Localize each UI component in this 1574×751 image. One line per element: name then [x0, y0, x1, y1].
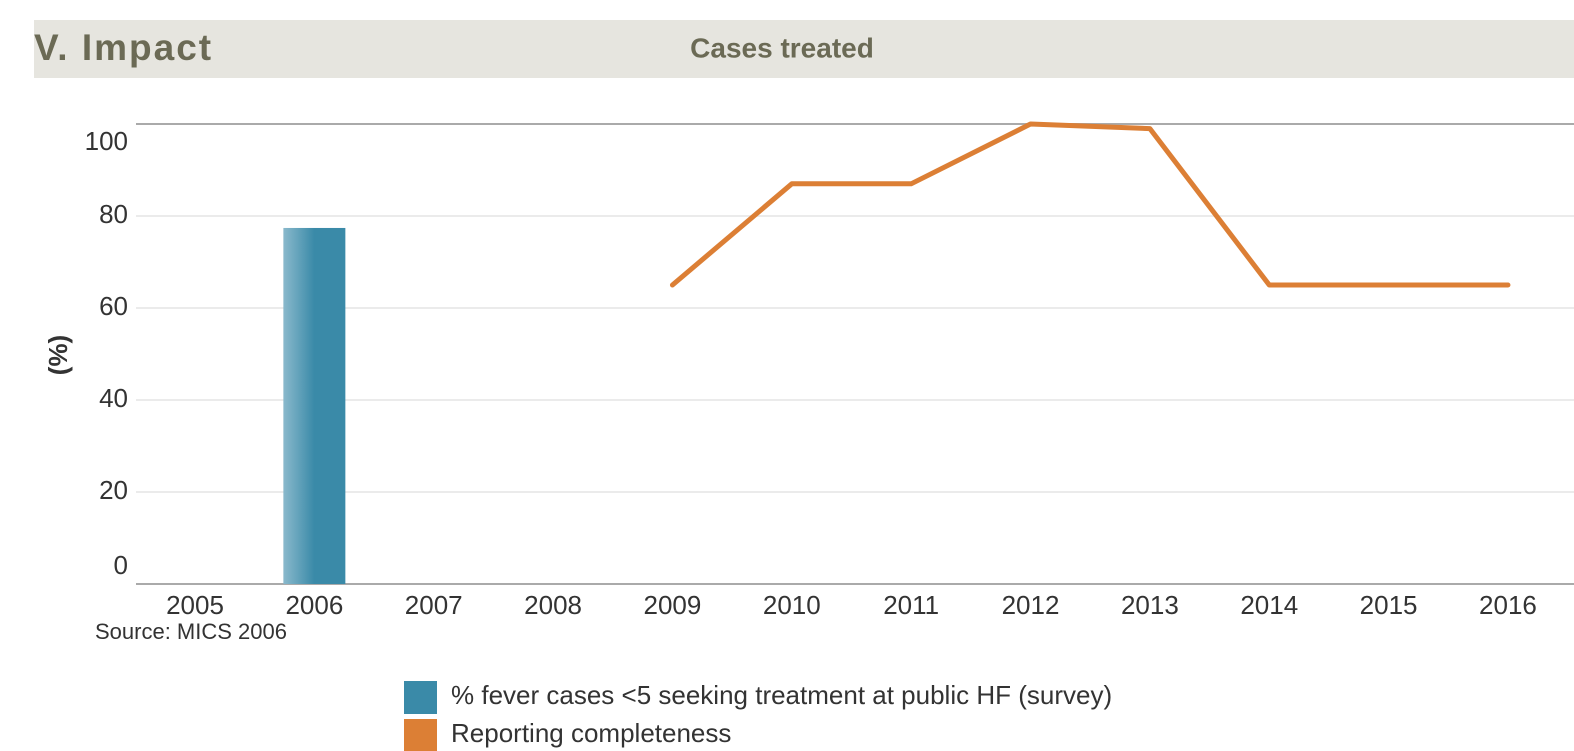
section-title: V. Impact: [34, 27, 213, 68]
line: [669, 121, 1511, 288]
legend-swatch: [404, 681, 437, 714]
x-tick-label: 2013: [1121, 590, 1179, 620]
source-note: Source: MICS 2006: [95, 619, 287, 644]
bar: [283, 227, 346, 584]
legend-swatch: [404, 719, 437, 751]
y-tick-label: 100: [85, 126, 128, 156]
x-tick-label: 2014: [1240, 590, 1298, 620]
legend-label: % fever cases <5 seeking treatment at pu…: [451, 680, 1112, 710]
y-axis-label: (%): [43, 335, 73, 375]
x-tick-label: 2006: [285, 590, 343, 620]
x-tick-label: 2008: [524, 590, 582, 620]
x-tick-label: 2010: [763, 590, 821, 620]
y-tick-label: 20: [99, 475, 128, 505]
y-tick-label: 80: [99, 199, 128, 229]
x-tick-label: 2011: [883, 590, 939, 620]
y-tick-label: 60: [99, 291, 128, 321]
x-tick-label: 2009: [644, 590, 702, 620]
header-band: [34, 20, 1574, 78]
chart-title: Cases treated: [690, 32, 874, 63]
legend-label: Reporting completeness: [451, 718, 731, 748]
x-tick-label: 2015: [1360, 590, 1418, 620]
y-tick-label: 40: [99, 383, 128, 413]
x-tick-label: 2007: [405, 590, 463, 620]
x-tick-label: 2016: [1479, 590, 1537, 620]
x-tick-label: 2012: [1002, 590, 1060, 620]
x-tick-label: 2005: [166, 590, 224, 620]
y-tick-label: 0: [114, 550, 128, 580]
